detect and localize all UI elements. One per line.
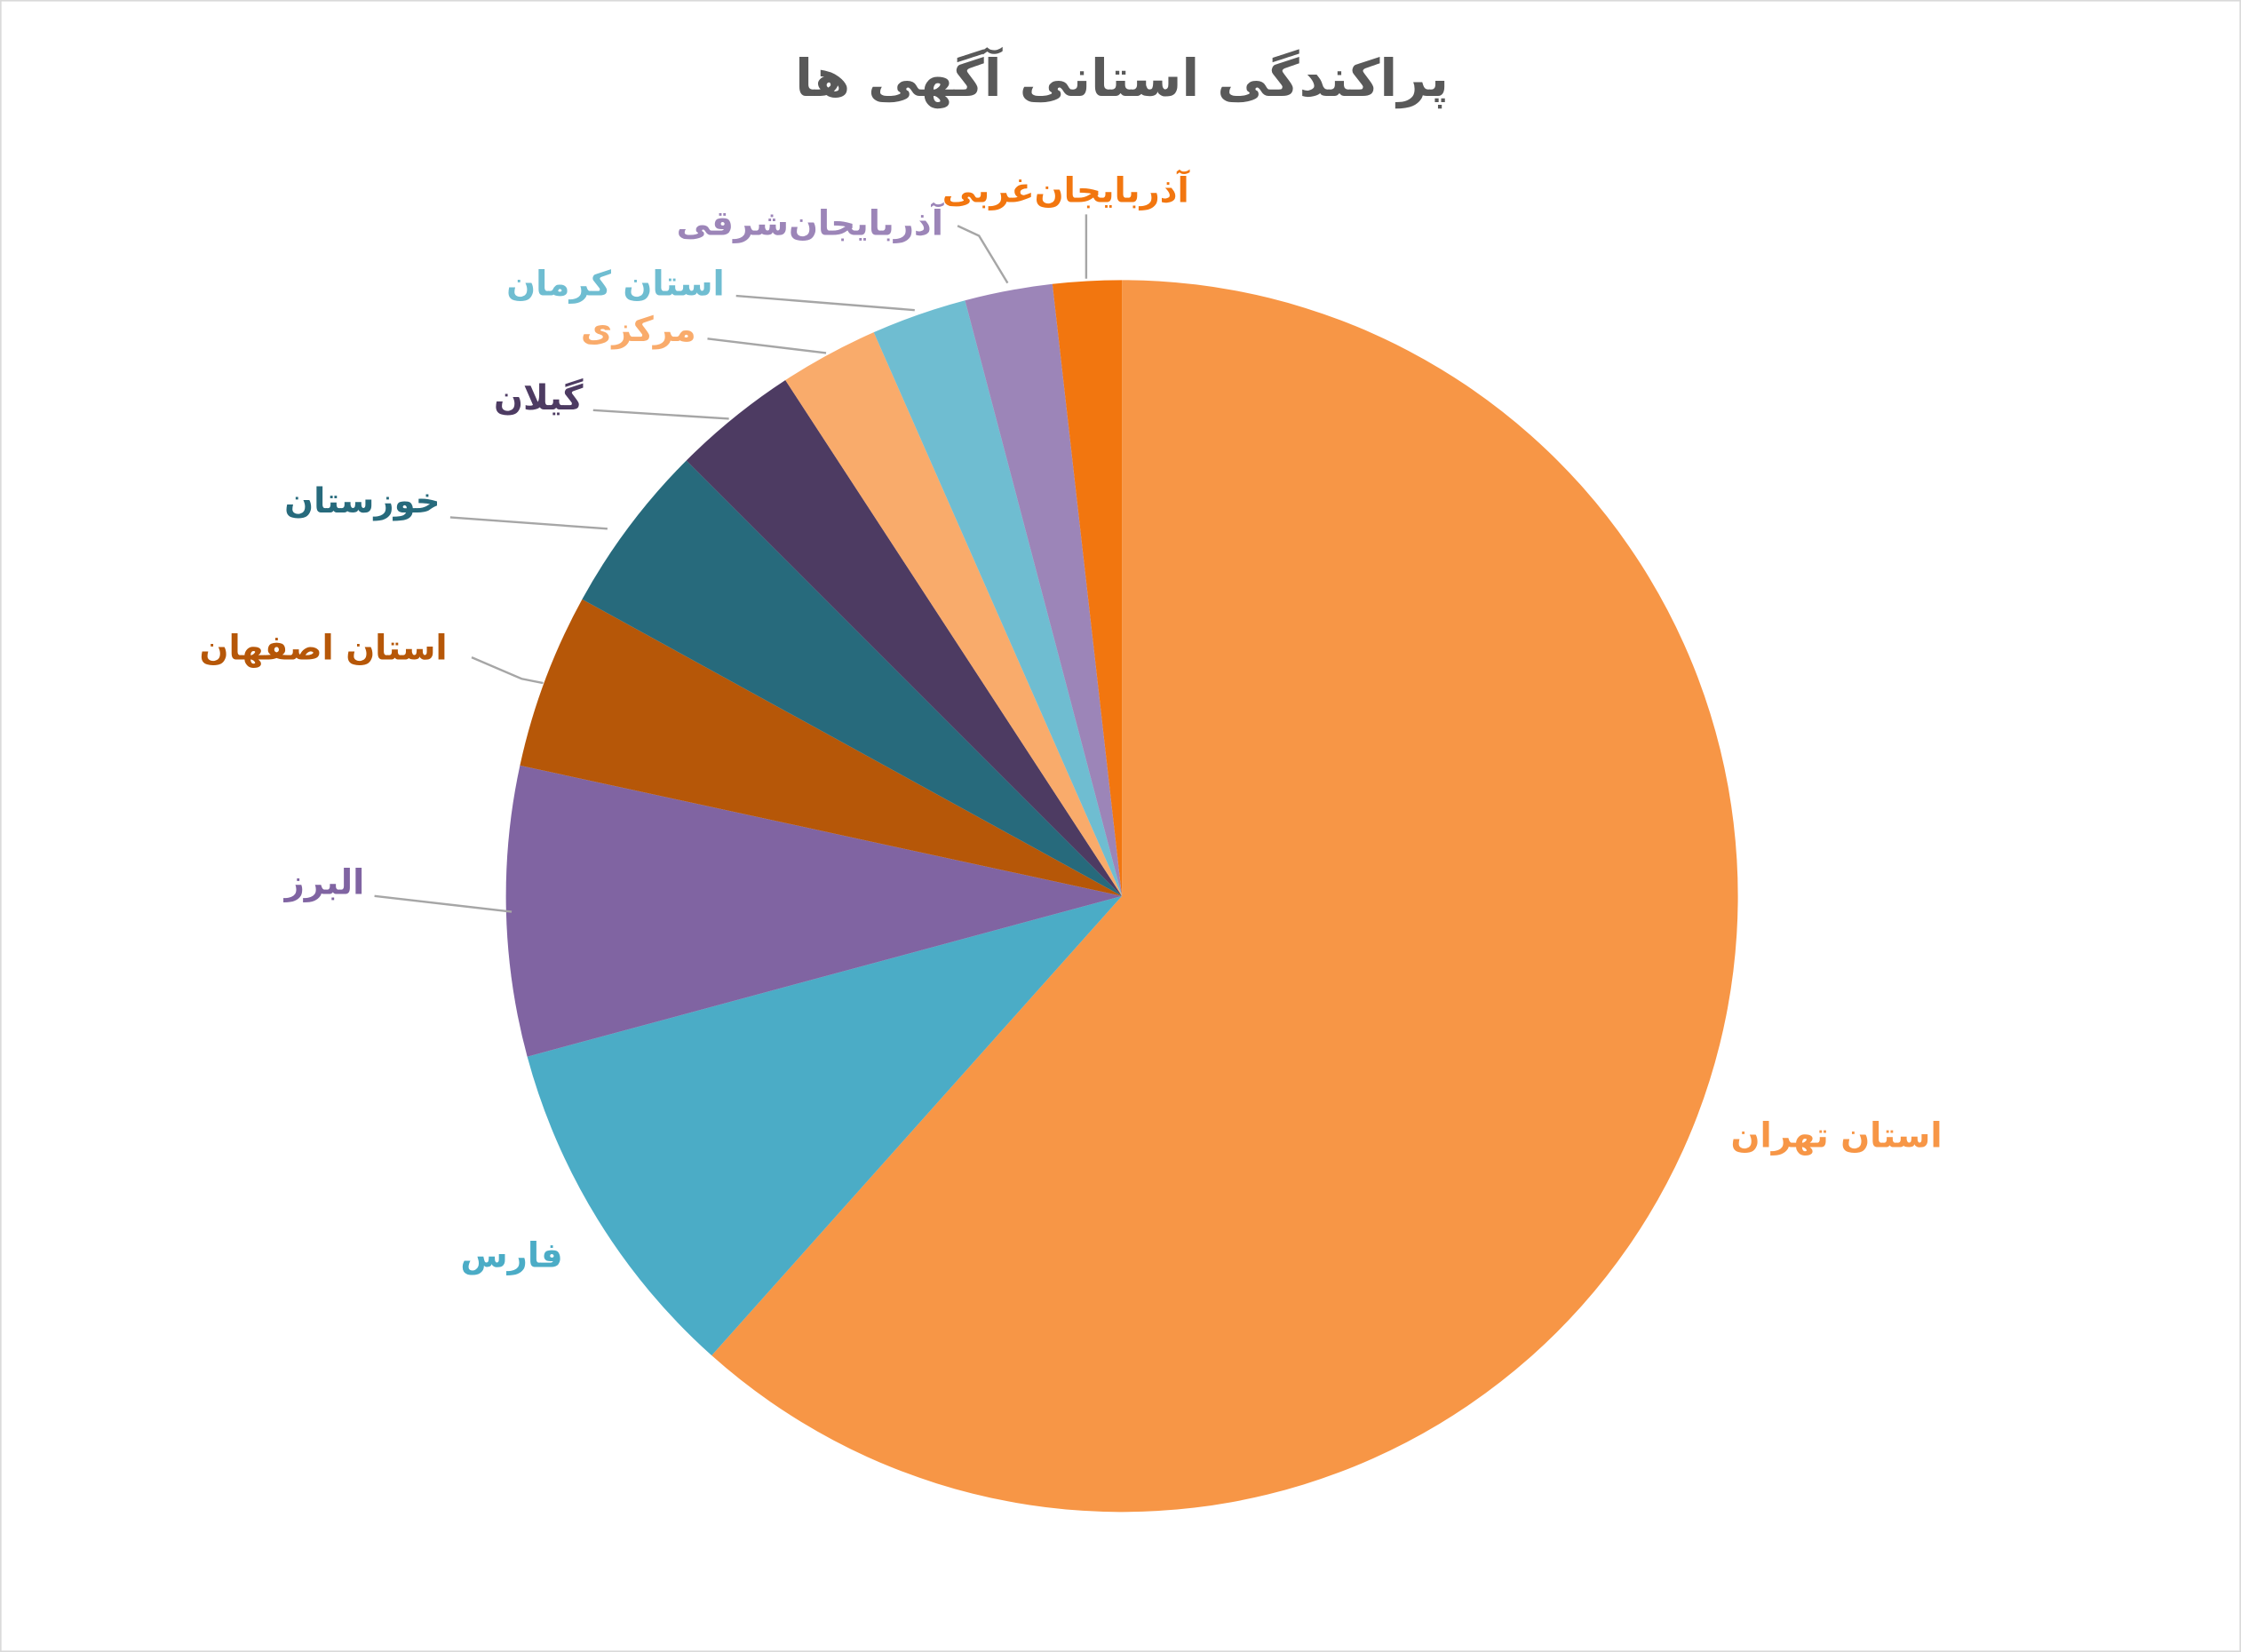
pie-slice [505,765,1123,1057]
leader-line [374,894,513,913]
chart-title: پراکندگی استانی آگهی ها [795,46,1449,109]
pie-slice [582,460,1123,896]
pie-slice [873,300,1123,896]
pie-slice [785,332,1123,896]
pie-slice [1052,280,1123,896]
pie [505,280,1738,1513]
slice-label: فارس [460,1235,562,1275]
leader-line [735,294,915,312]
leader-line [707,338,827,354]
pie-slice [520,599,1123,896]
slice-label: استان تهران [1731,1116,1943,1156]
slice-label: گیلان [494,377,584,418]
pie-slice [527,895,1123,1356]
pie-slice [711,280,1738,1513]
pie-slice [686,380,1123,896]
slice-label: مرکزی [581,310,696,350]
labels: استان تهران فارس البرز استان اصفهان خوزستان گ… [200,170,1943,1276]
slice-label: استان کرمان [506,264,725,304]
slice-label: استان اصفهان [200,629,448,669]
leader-line [957,225,1009,284]
leader-line [449,516,608,530]
slice-label: آذربایجان‌شرقی [677,203,944,244]
pie-slice [965,283,1123,896]
leader-line [592,409,729,420]
slice-label: آذربایجان‌غربی [942,170,1190,211]
slice-label: البرز [283,862,365,902]
leader-line [471,656,544,685]
slice-label: خوزستان [284,481,440,521]
